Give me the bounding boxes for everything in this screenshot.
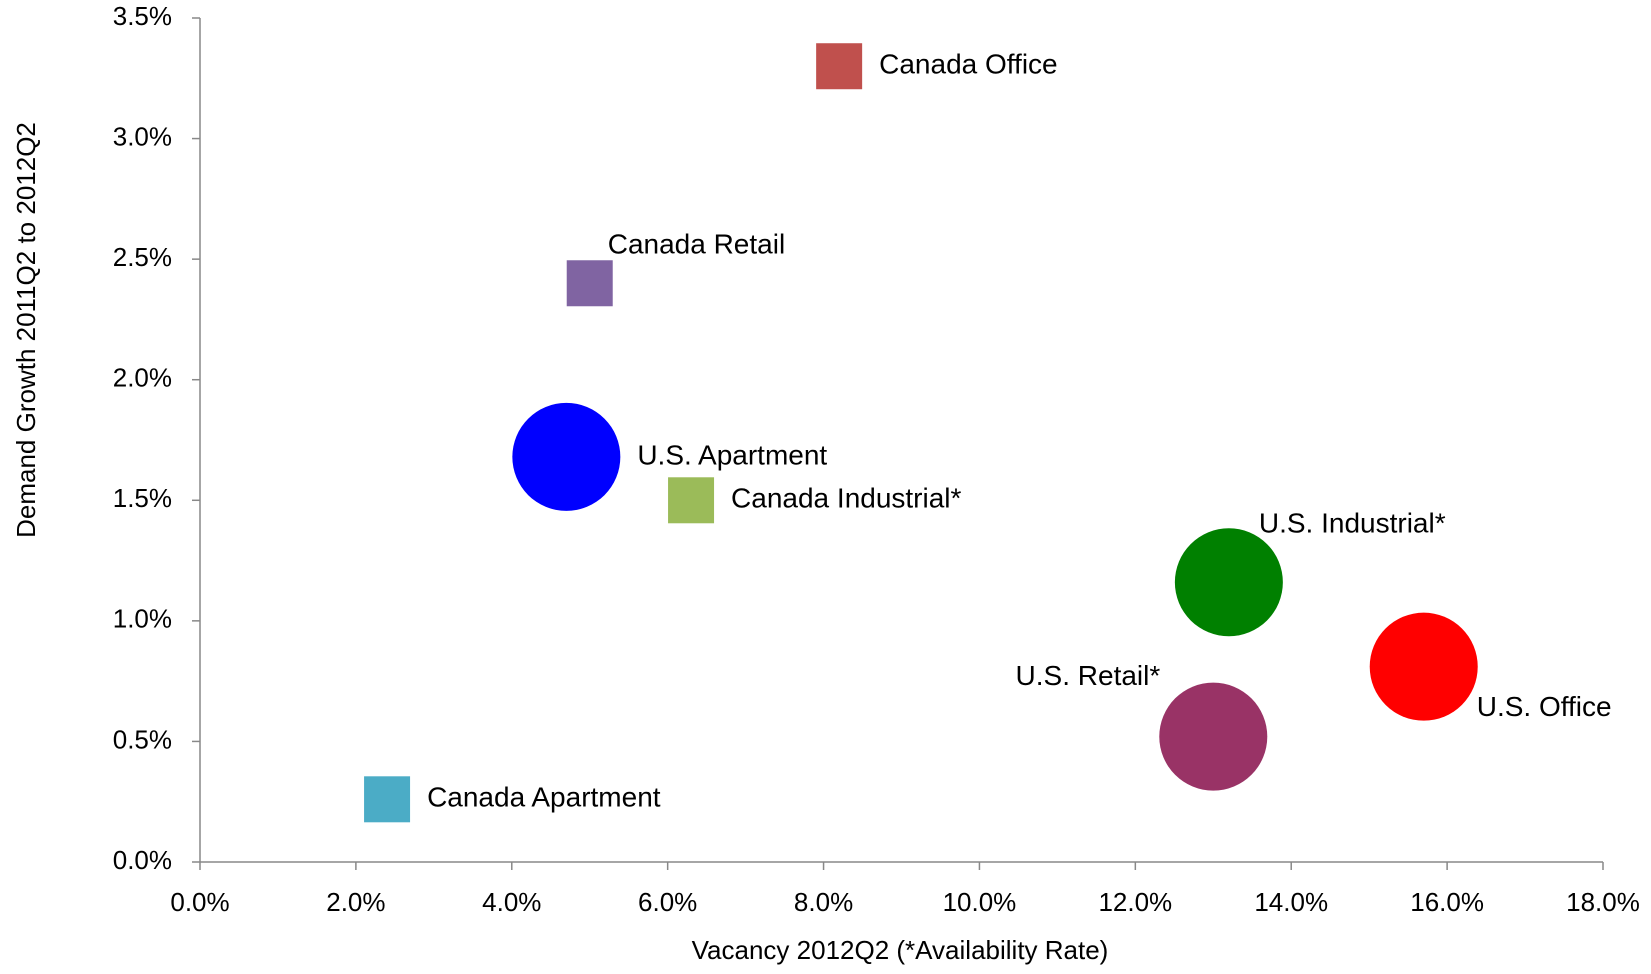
y-tick-label: 1.0% [113, 604, 172, 634]
y-tick-label: 2.0% [113, 363, 172, 393]
y-tick-label: 1.5% [113, 483, 172, 513]
x-tick-label: 12.0% [1098, 887, 1172, 917]
y-tick-label: 0.0% [113, 845, 172, 875]
x-tick-label: 16.0% [1410, 887, 1484, 917]
point [364, 776, 411, 823]
x-tick-label: 6.0% [638, 887, 697, 917]
x-tick-label: 4.0% [482, 887, 541, 917]
point-label: Canada Apartment [427, 782, 661, 813]
point-label: U.S. Retail* [1016, 660, 1161, 691]
x-tick-label: 8.0% [794, 887, 853, 917]
point-label: Canada Industrial* [731, 483, 961, 514]
point-label: U.S. Apartment [637, 439, 827, 470]
x-tick-label: 18.0% [1566, 887, 1640, 917]
y-tick-label: 2.5% [113, 242, 172, 272]
x-tick-label: 0.0% [170, 887, 229, 917]
point-label: Canada Retail [608, 229, 785, 260]
x-tick-label: 10.0% [943, 887, 1017, 917]
point [1174, 528, 1283, 637]
point [566, 260, 613, 307]
point-label: U.S. Office [1477, 691, 1612, 722]
x-axis-title: Vacancy 2012Q2 (*Availability Rate) [692, 935, 1109, 965]
point [668, 477, 715, 524]
point [1159, 682, 1268, 791]
point [816, 43, 863, 90]
point-label: U.S. Industrial* [1259, 508, 1446, 539]
point-label: Canada Office [879, 49, 1058, 80]
y-tick-label: 3.0% [113, 121, 172, 151]
y-axis-title: Demand Growth 2011Q2 to 2012Q2 [11, 122, 41, 538]
point [1369, 612, 1478, 721]
y-tick-label: 0.5% [113, 724, 172, 754]
point [512, 402, 621, 511]
y-tick-label: 3.5% [113, 1, 172, 31]
x-tick-label: 2.0% [326, 887, 385, 917]
x-tick-label: 14.0% [1254, 887, 1328, 917]
